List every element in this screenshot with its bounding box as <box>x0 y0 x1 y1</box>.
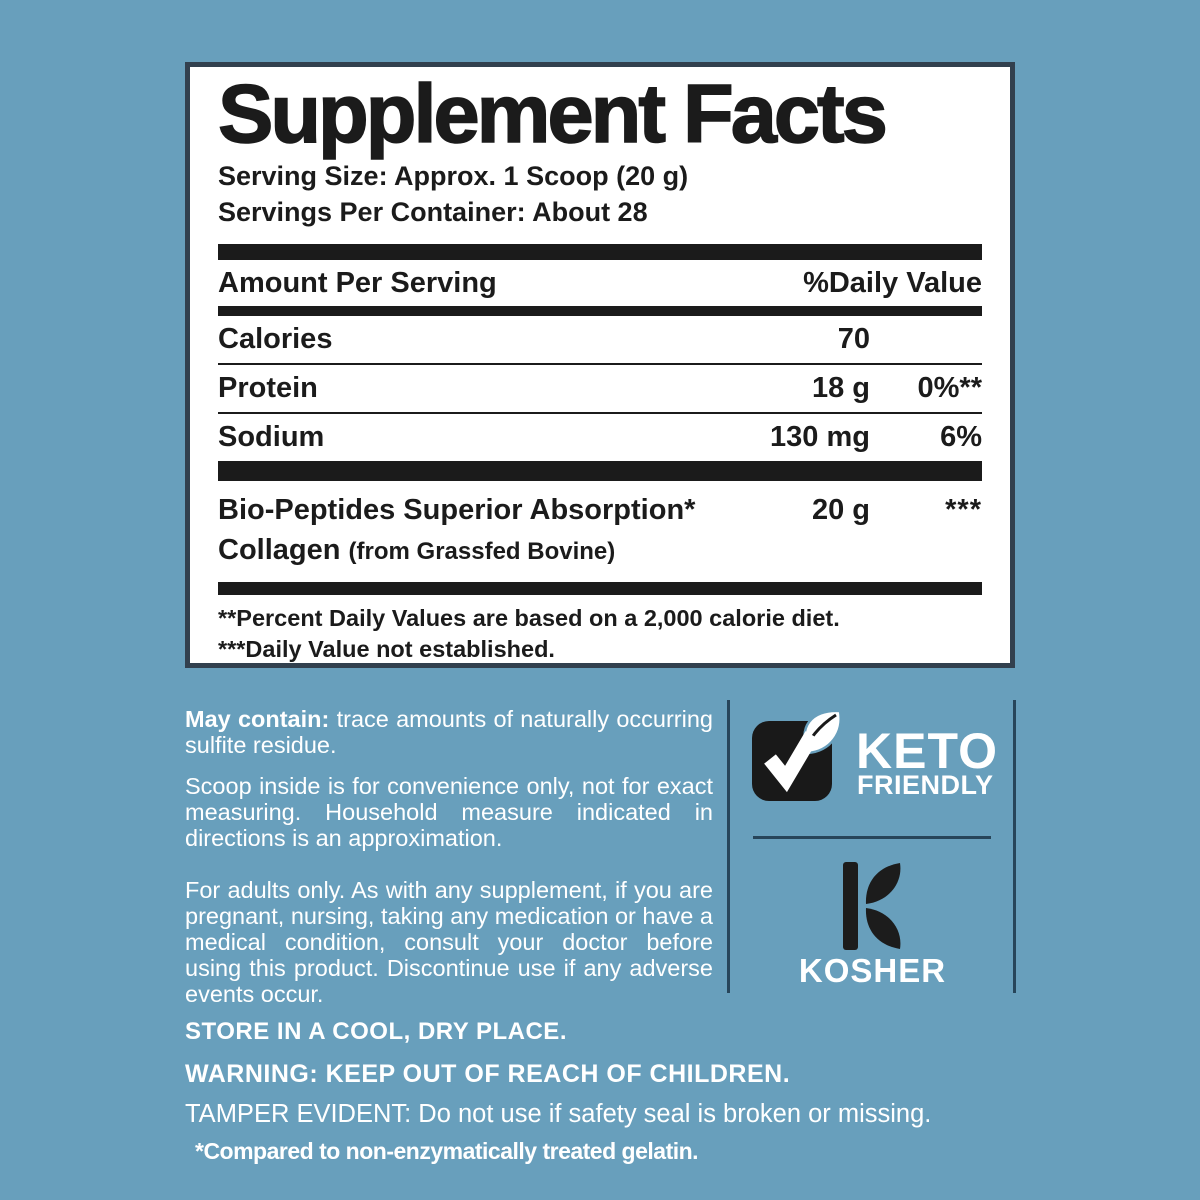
collagen-name-line1: Bio-Peptides Superior Absorption* <box>218 494 696 527</box>
nutrient-name: Sodium <box>218 421 325 454</box>
collagen-dv: *** <box>945 494 982 527</box>
nutrient-amount: 18 g <box>811 372 870 405</box>
separator-bar-top <box>218 244 982 261</box>
badge-column-left-rule <box>727 700 730 993</box>
table-row: Sodium 130 mg 6% <box>218 412 982 461</box>
collagen-amount: 20 g <box>811 494 870 527</box>
may-contain-paragraph: May contain: trace amounts of naturally … <box>185 706 713 758</box>
kosher-k-icon <box>843 862 901 950</box>
table-row: Protein 18 g 0%** <box>218 363 982 412</box>
may-contain-lead: May contain: <box>185 706 330 732</box>
info-paragraphs: May contain: trace amounts of naturally … <box>185 706 713 1007</box>
check-leaf-icon <box>752 709 842 801</box>
separator-bar-middle <box>218 461 982 482</box>
store-instruction: STORE IN A COOL, DRY PLACE. <box>185 1018 567 1045</box>
header-amount-per-serving: Amount Per Serving <box>218 266 497 299</box>
nutrient-amount: 70 <box>837 323 870 356</box>
compared-footnote: *Compared to non-enzymatically treated g… <box>195 1138 699 1164</box>
nutrient-amount: 130 mg <box>770 421 870 454</box>
header-daily-value: %Daily Value <box>803 266 982 299</box>
keto-friendly-label: FRIENDLY <box>857 770 994 800</box>
collagen-name: Bio-Peptides Superior Absorption* Collag… <box>218 490 752 572</box>
serving-size: Serving Size: Approx. 1 Scoop (20 g) <box>218 161 689 192</box>
supplement-facts-title: Supplement Facts <box>217 67 888 160</box>
warning-text: WARNING: KEEP OUT OF REACH OF CHILDREN. <box>185 1060 791 1088</box>
nutrient-dv: 6% <box>940 421 982 454</box>
collagen-name-line2: Collagen <box>218 534 341 567</box>
keto-label: KETO <box>856 723 998 779</box>
kosher-label: KOSHER <box>798 952 947 989</box>
badge-column-right-rule <box>1013 700 1016 993</box>
badge-divider-rule <box>753 836 991 839</box>
collagen-source: (from Grassfed Bovine) <box>348 538 616 566</box>
separator-bar-header <box>218 306 982 317</box>
serving-info: Serving Size: Approx. 1 Scoop (20 g) Ser… <box>218 158 982 230</box>
table-header-row: Amount Per Serving %Daily Value <box>218 260 982 306</box>
tamper-evident-text: TAMPER EVIDENT: Do not use if safety sea… <box>185 1100 932 1128</box>
footnote-daily-values: **Percent Daily Values are based on a 2,… <box>218 605 840 632</box>
footnote-dv-not-established: ***Daily Value not established. <box>218 636 555 663</box>
separator-bar-bottom <box>218 582 982 596</box>
footnotes: **Percent Daily Values are based on a 2,… <box>218 603 982 665</box>
nutrient-name: Calories <box>218 323 333 356</box>
collagen-row: Bio-Peptides Superior Absorption* Collag… <box>218 481 982 572</box>
may-contain-text: trace amounts of naturally occurring sul… <box>185 706 713 758</box>
scoop-paragraph: Scoop inside is for convenience only, no… <box>185 773 713 851</box>
supplement-facts-panel: Supplement Facts Serving Size: Approx. 1… <box>185 62 1015 668</box>
adults-paragraph: For adults only. As with any supplement,… <box>185 877 713 1007</box>
nutrient-dv: 0%** <box>917 372 983 405</box>
table-row: Calories 70 <box>218 316 982 363</box>
servings-per-container: Servings Per Container: About 28 <box>218 197 648 228</box>
nutrient-name: Protein <box>218 372 318 405</box>
